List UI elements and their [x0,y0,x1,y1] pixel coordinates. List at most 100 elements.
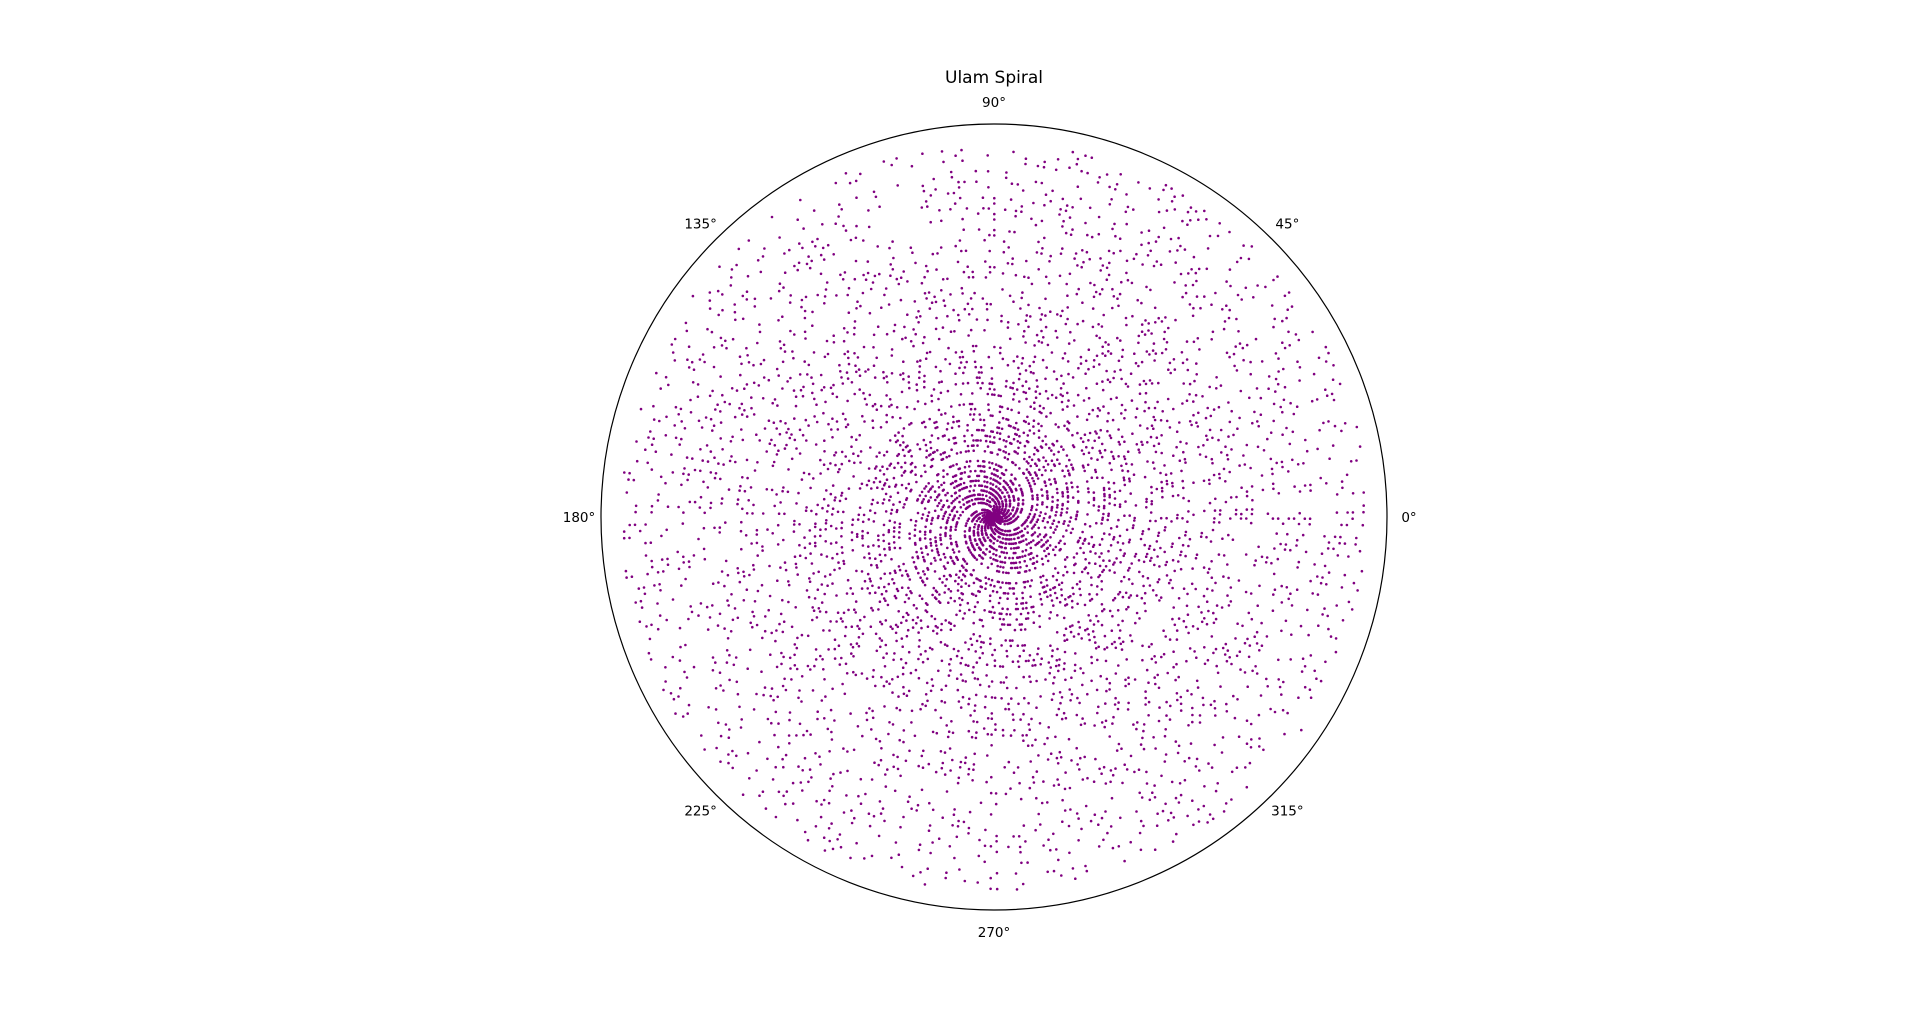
prime-point [1208,385,1211,389]
prime-point [931,485,934,488]
prime-point [878,600,882,603]
prime-point [1051,649,1054,652]
prime-point [1000,644,1003,647]
prime-point [788,436,792,440]
prime-point [802,733,805,737]
prime-point [1197,267,1201,271]
prime-point [1134,416,1138,419]
prime-point [1222,467,1226,471]
prime-point [955,654,959,658]
prime-point [1309,579,1312,583]
prime-point [953,624,956,628]
prime-point [1103,492,1106,496]
prime-point [735,389,739,392]
prime-point [1000,427,1004,431]
prime-point [730,387,734,390]
prime-point [1326,614,1329,618]
prime-point [851,645,855,649]
prime-point [1099,428,1102,432]
prime-point [1093,439,1096,443]
prime-point [1098,564,1102,568]
prime-point [859,450,863,453]
prime-point [1195,295,1199,298]
prime-point [918,639,921,642]
prime-point [1236,427,1239,431]
prime-point [842,811,846,814]
prime-point [850,809,853,812]
prime-point [878,800,882,803]
prime-point [1070,759,1073,762]
prime-point [1094,552,1097,555]
prime-point [952,813,956,816]
prime-point [835,294,838,297]
prime-point [974,594,978,598]
prime-point [939,750,943,753]
prime-point [1113,503,1117,507]
prime-point [1059,208,1062,211]
prime-point [1009,734,1013,737]
prime-point [1183,760,1186,763]
prime-point [967,313,971,316]
prime-point [915,567,918,570]
prime-point [1076,264,1079,267]
prime-point [752,381,756,385]
prime-point [1300,670,1304,673]
prime-point [1059,393,1062,396]
prime-point [993,611,996,614]
prime-point [844,418,847,421]
prime-point [778,340,782,343]
prime-point [1212,473,1216,477]
prime-point [756,341,759,345]
prime-point [1024,840,1027,843]
prime-point [889,263,892,266]
prime-point [1186,689,1189,692]
prime-point [1030,520,1033,523]
prime-point [940,380,943,384]
prime-point [1036,164,1040,168]
prime-point [886,603,890,607]
prime-point [953,856,956,860]
prime-point [1080,449,1084,452]
prime-point [1224,500,1228,504]
prime-point [1074,652,1077,655]
prime-point [1234,508,1238,512]
prime-point [1249,592,1253,595]
prime-point [891,627,894,631]
prime-point [963,366,967,369]
prime-point [1008,623,1012,627]
prime-point [971,307,974,311]
prime-point [1047,838,1050,841]
prime-point [691,457,694,460]
prime-point [823,302,826,305]
prime-point [1117,664,1120,667]
prime-point [952,415,955,419]
prime-point [781,684,785,688]
prime-point [1003,522,1006,526]
prime-point [840,526,843,530]
prime-point [884,785,888,788]
prime-point [1197,605,1200,609]
prime-point [955,485,959,488]
prime-point [1224,480,1227,483]
prime-point [1184,291,1188,295]
prime-point [1251,498,1254,502]
prime-point [1048,260,1051,263]
prime-point [991,589,995,593]
prime-point [746,476,749,480]
prime-point [969,480,972,483]
prime-point [1164,348,1168,351]
prime-point [1101,388,1105,392]
prime-point [1019,718,1022,721]
prime-point [1097,823,1100,826]
prime-point [975,543,979,546]
prime-point [1332,547,1335,551]
prime-point [842,510,845,514]
prime-point [748,777,751,780]
prime-point [833,568,836,572]
prime-point [1024,341,1027,344]
prime-point [1271,472,1274,476]
prime-point [999,565,1002,569]
prime-point [954,525,958,528]
prime-point [736,567,739,570]
